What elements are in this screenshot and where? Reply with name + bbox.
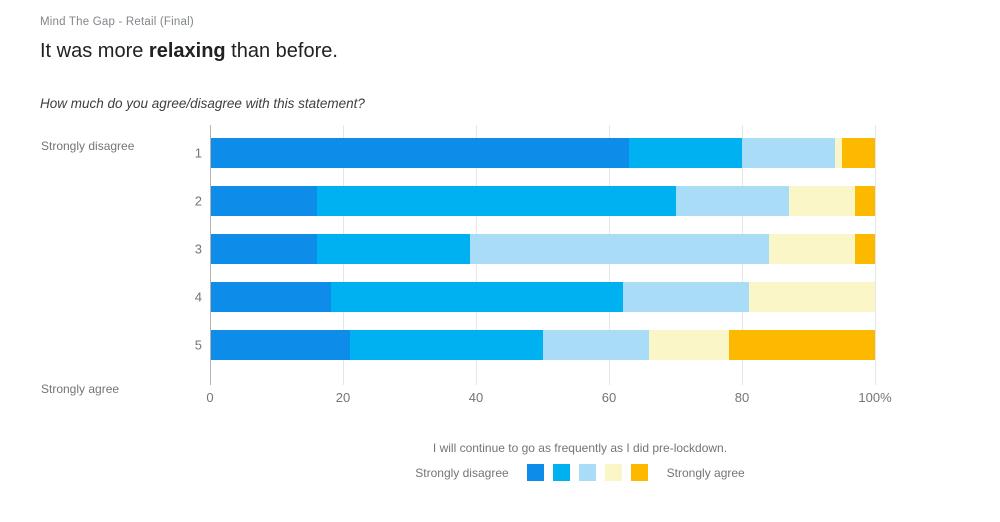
page-title: It was more relaxing than before. bbox=[40, 40, 338, 63]
legend-swatch bbox=[631, 464, 649, 481]
bar-segment[interactable] bbox=[622, 282, 749, 312]
bar-segment[interactable] bbox=[629, 138, 743, 168]
bar-segment[interactable] bbox=[542, 330, 650, 360]
bar-segment[interactable] bbox=[855, 186, 875, 216]
bar-segment[interactable] bbox=[768, 234, 856, 264]
bar-segment[interactable] bbox=[350, 330, 543, 360]
legend-swatch bbox=[579, 464, 597, 481]
bar-segment[interactable] bbox=[742, 138, 836, 168]
legend-swatch bbox=[605, 464, 623, 481]
bar-segment[interactable] bbox=[317, 186, 676, 216]
row-label: 2 bbox=[194, 193, 202, 209]
row-label: 4 bbox=[194, 289, 202, 305]
row-label: 5 bbox=[194, 337, 202, 353]
bar-segment[interactable] bbox=[748, 282, 875, 312]
bar-segment[interactable] bbox=[317, 234, 470, 264]
bar-segment[interactable] bbox=[330, 282, 623, 312]
bar-row bbox=[211, 234, 875, 264]
bar-segment[interactable] bbox=[855, 234, 875, 264]
bar-segment[interactable] bbox=[211, 138, 630, 168]
bar-segment[interactable] bbox=[211, 330, 351, 360]
page-title-prefix: It was more bbox=[40, 40, 149, 62]
x-tick-label: 40 bbox=[468, 390, 484, 405]
question-label: How much do you agree/disagree with this… bbox=[40, 96, 365, 111]
y-axis-bottom-label: Strongly agree bbox=[41, 382, 120, 396]
bar-segment[interactable] bbox=[675, 186, 789, 216]
bar-segment[interactable] bbox=[469, 234, 769, 264]
row-label: 3 bbox=[194, 241, 202, 257]
bar-segment[interactable] bbox=[649, 330, 729, 360]
row-label: 1 bbox=[194, 145, 202, 161]
legend-swatch bbox=[527, 464, 545, 481]
bar-segment[interactable] bbox=[788, 186, 856, 216]
bar-row bbox=[211, 282, 875, 312]
bar-row bbox=[211, 330, 875, 360]
legend-swatches bbox=[523, 464, 653, 481]
bar-row bbox=[211, 138, 875, 168]
bar-segment[interactable] bbox=[211, 234, 318, 264]
bar-segment[interactable] bbox=[835, 138, 842, 168]
y-axis-top-label: Strongly disagree bbox=[41, 139, 135, 153]
x-tick-label: 60 bbox=[601, 390, 617, 405]
chart-legend: I will continue to go as frequently as I… bbox=[0, 441, 1000, 481]
project-label: Mind The Gap - Retail (Final) bbox=[40, 16, 194, 28]
x-tick-label: 0 bbox=[206, 390, 214, 405]
legend-left-label: Strongly disagree bbox=[415, 465, 509, 480]
bar-segment[interactable] bbox=[211, 282, 331, 312]
bar-segment[interactable] bbox=[728, 330, 875, 360]
bar-segment[interactable] bbox=[841, 138, 875, 168]
page-title-emphasis: relaxing bbox=[148, 40, 226, 62]
x-tick-label: 100% bbox=[858, 390, 892, 405]
stacked-bar-chart: Strongly disagree Strongly agree 0 20 40 60… bbox=[41, 125, 892, 405]
legend-swatch bbox=[553, 464, 571, 481]
legend-right-label: Strongly agree bbox=[666, 465, 745, 480]
page-title-suffix: than before. bbox=[225, 40, 338, 62]
x-tick-label: 20 bbox=[335, 390, 351, 405]
bar-segment[interactable] bbox=[211, 186, 318, 216]
gridline bbox=[875, 125, 876, 385]
y-axis-line bbox=[210, 125, 211, 385]
bar-row bbox=[211, 186, 875, 216]
x-tick-label: 80 bbox=[734, 390, 750, 405]
legend-title: I will continue to go as frequently as I… bbox=[432, 441, 728, 455]
